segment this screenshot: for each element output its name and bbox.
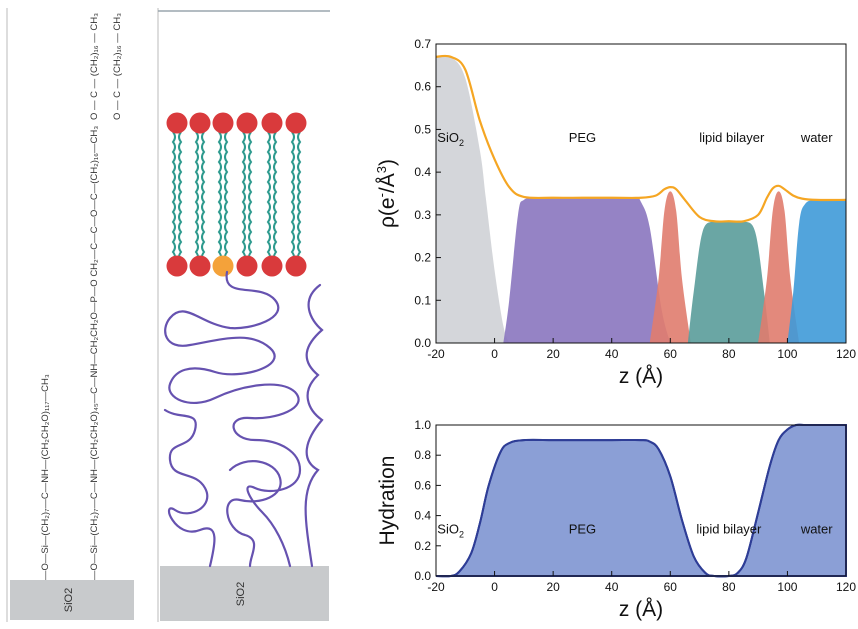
region-label: water [800, 522, 833, 537]
lipid-headgroup-top [189, 112, 211, 134]
peg-chains-drawing [163, 270, 324, 568]
density-profile-chart: -20 0 20 40 60 80 100 120 0.0 0.1 0.2 0.3 0.4 0.5 0.6 0… [374, 37, 856, 388]
formula-lipid-tail-2: O — C — (CH₂)₁₆ — CH₃ [112, 13, 123, 120]
lipid-headgroup-top [166, 112, 188, 134]
lipid-tail [194, 131, 199, 263]
series-line [435, 54, 847, 223]
y-tick-label: 0.6 [414, 80, 431, 94]
y-tick-label: 0.1 [414, 293, 431, 307]
region-label: lipid bilayer [699, 130, 765, 145]
lipid-headgroup-top [261, 112, 283, 134]
y-tick-label: 0.5 [414, 122, 431, 136]
hydration-profile-chart: -20 0 20 40 60 80 100 120 0.0 0.2 0.4 0.6 0.8 1.0 SiO2… [376, 418, 856, 621]
series-area [687, 220, 770, 343]
region-label: SiO2 [437, 522, 464, 540]
x-tick-label: 40 [605, 347, 619, 361]
region-label: water [800, 130, 833, 145]
series-area [436, 55, 510, 344]
lipid-headgroup-top [236, 112, 258, 134]
plot-frame [435, 43, 847, 344]
formula-peg-lipid: —O—Si—(CH₂)₇—C—NH—(CH₂CH₂O)₄₅—C—NH—CH₂CH… [89, 126, 100, 580]
series-area [435, 423, 847, 578]
x-tick-label: 40 [605, 580, 619, 594]
y-tick-label: 0.7 [414, 37, 431, 51]
peg-chain-4 [226, 460, 282, 568]
x-tick-label: 20 [546, 580, 560, 594]
x-tick-label: 120 [836, 347, 856, 361]
x-tick-label: 60 [664, 580, 678, 594]
x-tick-label: 0 [491, 580, 498, 594]
y-tick-label: 0.4 [414, 165, 431, 179]
x-tick-label: -20 [427, 580, 445, 594]
y-tick-label: 0.2 [414, 251, 431, 265]
lipid-headgroup-top [212, 112, 234, 134]
y-tick-label: 0.4 [414, 509, 431, 523]
x-tick-label: 80 [722, 347, 736, 361]
y-tick-label: 0.8 [414, 448, 431, 462]
lipid-tail [266, 131, 271, 263]
peg-chain-1 [164, 270, 302, 568]
y-axis-label: Hydration [376, 456, 399, 546]
lipid-tail [201, 131, 206, 263]
region-label: PEG [569, 522, 596, 537]
lipid-headgroup-top [285, 112, 307, 134]
lipid-tail [217, 131, 222, 263]
y-tick-label: 0.6 [414, 478, 431, 492]
region-label: SiO2 [437, 130, 464, 148]
substrate-block-left [10, 580, 134, 620]
formula-lipid-tail-1: O — C — (CH₂)₁₆ — CH₃ [89, 13, 100, 120]
y-tick-label: 0.0 [414, 336, 431, 350]
x-tick-label: 100 [777, 580, 797, 594]
substrate-block-right [160, 566, 329, 621]
series-area [503, 197, 671, 343]
series-area [758, 191, 800, 343]
region-label: lipid bilayer [696, 522, 762, 537]
lipid-headgroup-bottom [189, 255, 211, 277]
substrate-label-right: SiO2 [235, 582, 247, 606]
lipid-tail [273, 131, 278, 263]
peg-chain-2 [163, 408, 216, 568]
y-tick-label: 1.0 [414, 418, 431, 432]
x-tick-label: 80 [722, 580, 736, 594]
x-tick-label: 100 [777, 347, 797, 361]
lipid-tail [171, 131, 176, 263]
peg-chain-3 [304, 283, 324, 568]
schematic-panel: —O—Si—(CH₂)₇—C—NH—(CH₂CH₂O)₄₅—C—NH—CH₂CH… [6, 8, 330, 622]
x-tick-label: 0 [491, 347, 498, 361]
x-tick-label: 60 [664, 347, 678, 361]
y-axis-label: ρ(e-/Å3) [374, 159, 399, 228]
y-tick-label: 0.0 [414, 569, 431, 583]
lipid-tail [178, 131, 183, 263]
lipid-headgroup-bottom [261, 255, 283, 277]
y-tick-label: 0.2 [414, 539, 431, 553]
lipid-tail [248, 131, 253, 263]
series-area [649, 191, 691, 343]
x-axis-label: z (Å) [619, 598, 663, 621]
x-axis-label: z (Å) [619, 365, 663, 388]
formula-peg: —O—Si—(CH₂)₇—C—NH—(CH₂CH₂O)₁₁₇—CH₃ [40, 374, 51, 580]
chemical-formulas: —O—Si—(CH₂)₇—C—NH—(CH₂CH₂O)₄₅—C—NH—CH₂CH… [40, 13, 123, 580]
lipid-headgroup-bottom [166, 255, 188, 277]
plot-frame [435, 424, 847, 577]
y-tick-label: 0.3 [414, 208, 431, 222]
peg-lipid-headgroup [212, 255, 234, 277]
lipid-headgroup-bottom [285, 255, 307, 277]
lipid-tail [241, 131, 246, 263]
substrate-label-left: SiO2 [63, 588, 75, 612]
region-label: PEG [569, 130, 596, 145]
lipid-tail [290, 131, 295, 263]
series-area [787, 199, 846, 343]
series-outline [435, 423, 846, 578]
x-tick-label: 120 [836, 580, 856, 594]
x-tick-label: -20 [427, 347, 445, 361]
lipid-bilayer-drawing [166, 112, 307, 277]
lipid-tail [297, 131, 302, 263]
lipid-headgroup-bottom [236, 255, 258, 277]
lipid-tail [224, 131, 229, 263]
x-tick-label: 20 [546, 347, 560, 361]
